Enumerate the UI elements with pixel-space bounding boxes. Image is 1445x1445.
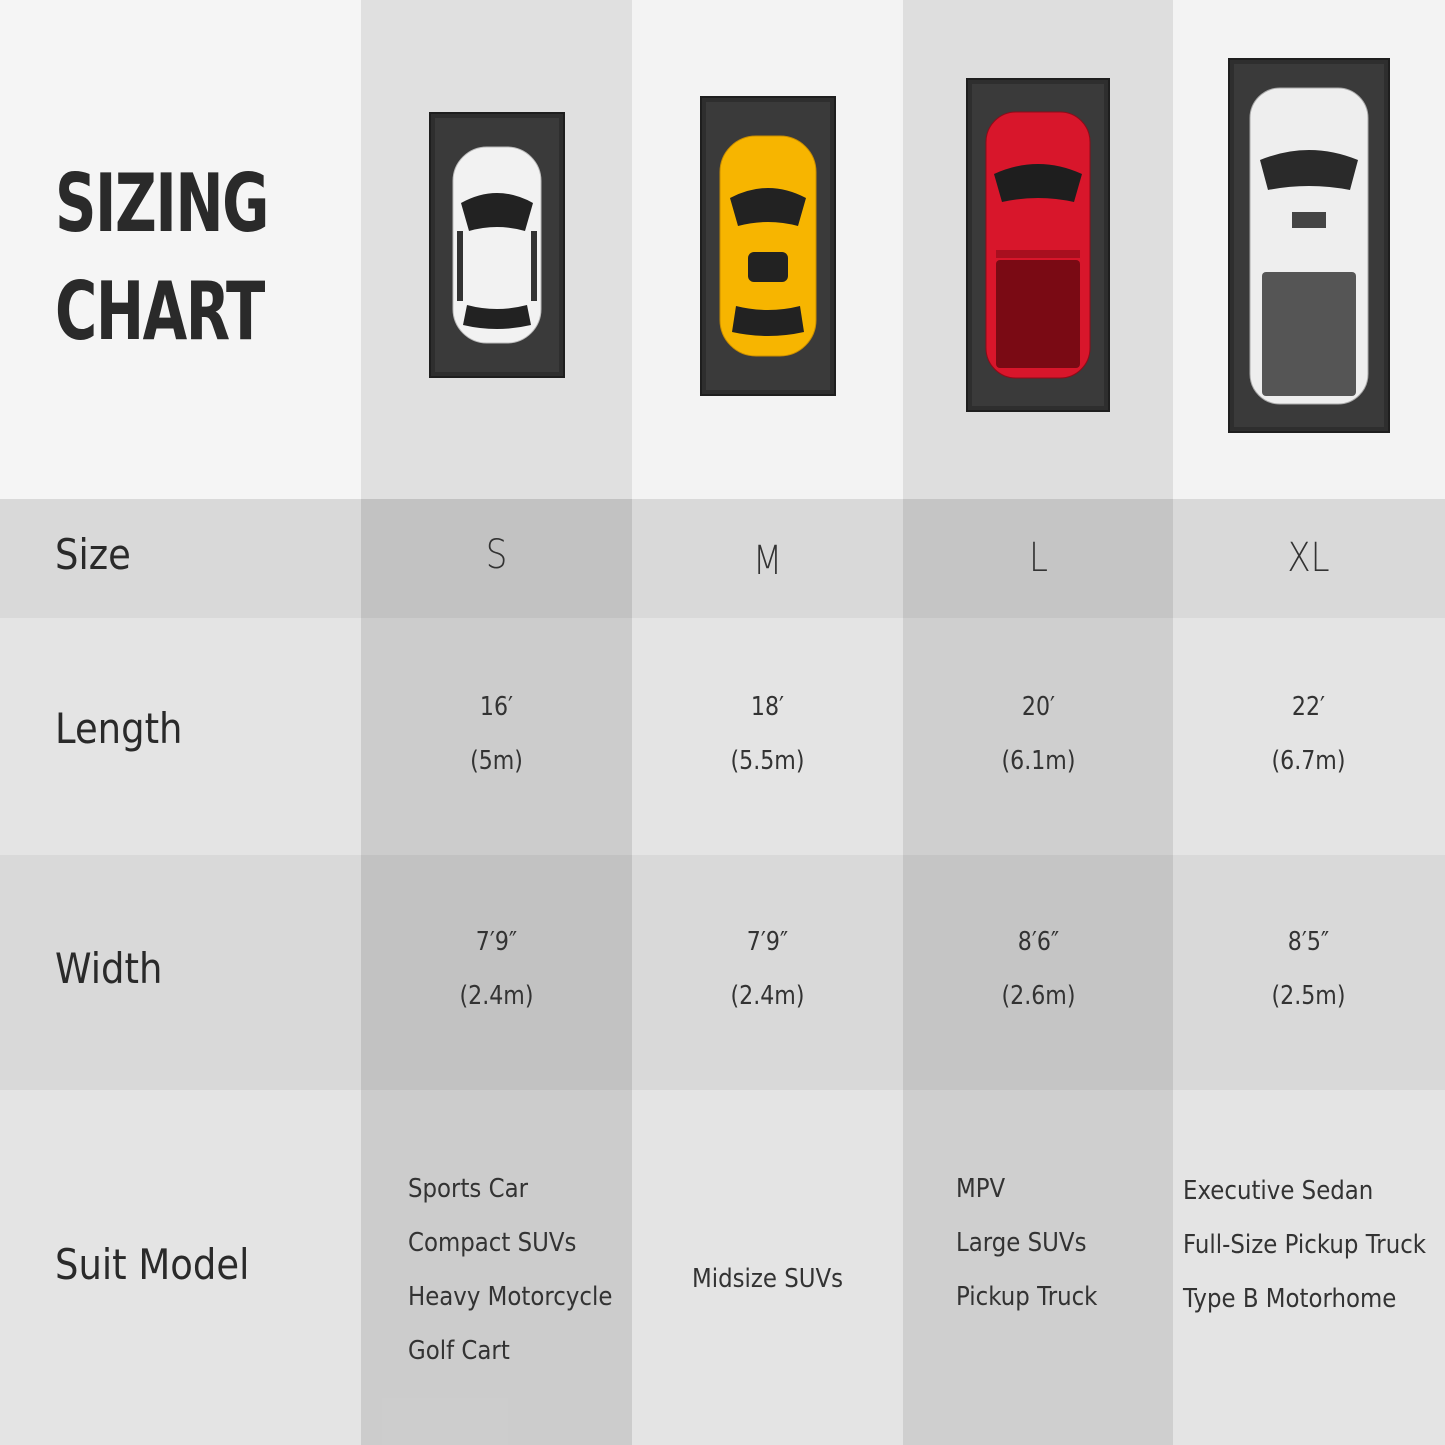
- model-item: MPV: [956, 1174, 1006, 1204]
- row-label-length: Length: [55, 704, 183, 753]
- col-shade-l: [903, 499, 1173, 1445]
- width-xl: 8′5″ (2.5m): [1193, 915, 1423, 1023]
- length-xl: 22′ (6.7m): [1193, 680, 1423, 788]
- width-row: [0, 855, 1445, 1090]
- length-s: 16′ (5m): [381, 680, 611, 788]
- white-sedan-icon: [452, 146, 542, 344]
- mat-l: [966, 78, 1110, 412]
- title-line-2: CHART: [55, 265, 265, 358]
- width-m: (2.4m): [459, 981, 534, 1011]
- length-ft: 22′: [1291, 692, 1326, 722]
- length-m: 18′ (5.5m): [652, 680, 882, 788]
- row-label-suit-model: Suit Model: [55, 1240, 250, 1289]
- mat-m: [700, 96, 836, 396]
- length-m: (6.7m): [1271, 746, 1346, 776]
- width-ft: 7′9″: [475, 927, 518, 957]
- models-m: Midsize SUVs: [692, 1252, 843, 1306]
- header-bg-label: [0, 0, 361, 499]
- row-label-width: Width: [55, 944, 163, 993]
- length-m: (6.1m): [1001, 746, 1076, 776]
- mat-xl: [1228, 58, 1390, 433]
- red-pickup-icon: [985, 111, 1091, 379]
- length-ft: 16′: [479, 692, 514, 722]
- model-item: Pickup Truck: [956, 1282, 1098, 1312]
- model-item: Sports Car: [408, 1174, 529, 1204]
- size-row: [0, 499, 1445, 618]
- length-ft: 20′: [1021, 692, 1056, 722]
- model-item: Midsize SUVs: [692, 1264, 844, 1294]
- models-s: Sports Car Compact SUVs Heavy Motorcycle…: [408, 1162, 612, 1378]
- col-shade-s: [361, 499, 632, 1445]
- width-l: 8′6″ (2.6m): [923, 915, 1153, 1023]
- width-ft: 8′6″: [1017, 927, 1060, 957]
- mat-s: [429, 112, 565, 378]
- suit-row: [0, 1090, 1445, 1445]
- width-s: 7′9″ (2.4m): [381, 915, 611, 1023]
- width-m: (2.4m): [730, 981, 805, 1011]
- model-item: Full-Size Pickup Truck: [1183, 1230, 1427, 1260]
- models-l: MPV Large SUVs Pickup Truck: [956, 1162, 1097, 1324]
- length-ft: 18′: [750, 692, 785, 722]
- model-item: Compact SUVs: [408, 1228, 577, 1258]
- size-s: S: [485, 532, 508, 578]
- model-item: Golf Cart: [408, 1336, 510, 1366]
- width-m: 7′9″ (2.4m): [652, 915, 882, 1023]
- model-item: Executive Sedan: [1183, 1176, 1374, 1206]
- width-m: (2.5m): [1271, 981, 1346, 1011]
- page-title: SIZING CHART: [55, 150, 269, 366]
- model-item: Large SUVs: [956, 1228, 1087, 1258]
- width-ft: 7′9″: [746, 927, 789, 957]
- width-ft: 8′5″: [1287, 927, 1330, 957]
- size-l: L: [1029, 535, 1048, 581]
- length-m: (5m): [470, 746, 523, 776]
- length-row: [0, 618, 1445, 855]
- model-item: Heavy Motorcycle: [408, 1282, 613, 1312]
- length-m: (5.5m): [730, 746, 805, 776]
- yellow-car-icon: [719, 135, 817, 357]
- size-m: M: [752, 538, 783, 584]
- models-xl: Executive Sedan Full-Size Pickup Truck T…: [1183, 1164, 1426, 1326]
- white-pickup-icon: [1249, 87, 1369, 404]
- length-l: 20′ (6.1m): [923, 680, 1153, 788]
- row-label-size: Size: [55, 530, 131, 579]
- width-m: (2.6m): [1001, 981, 1076, 1011]
- title-line-1: SIZING: [55, 157, 269, 250]
- model-item: Type B Motorhome: [1183, 1284, 1397, 1314]
- size-xl: XL: [1287, 535, 1330, 581]
